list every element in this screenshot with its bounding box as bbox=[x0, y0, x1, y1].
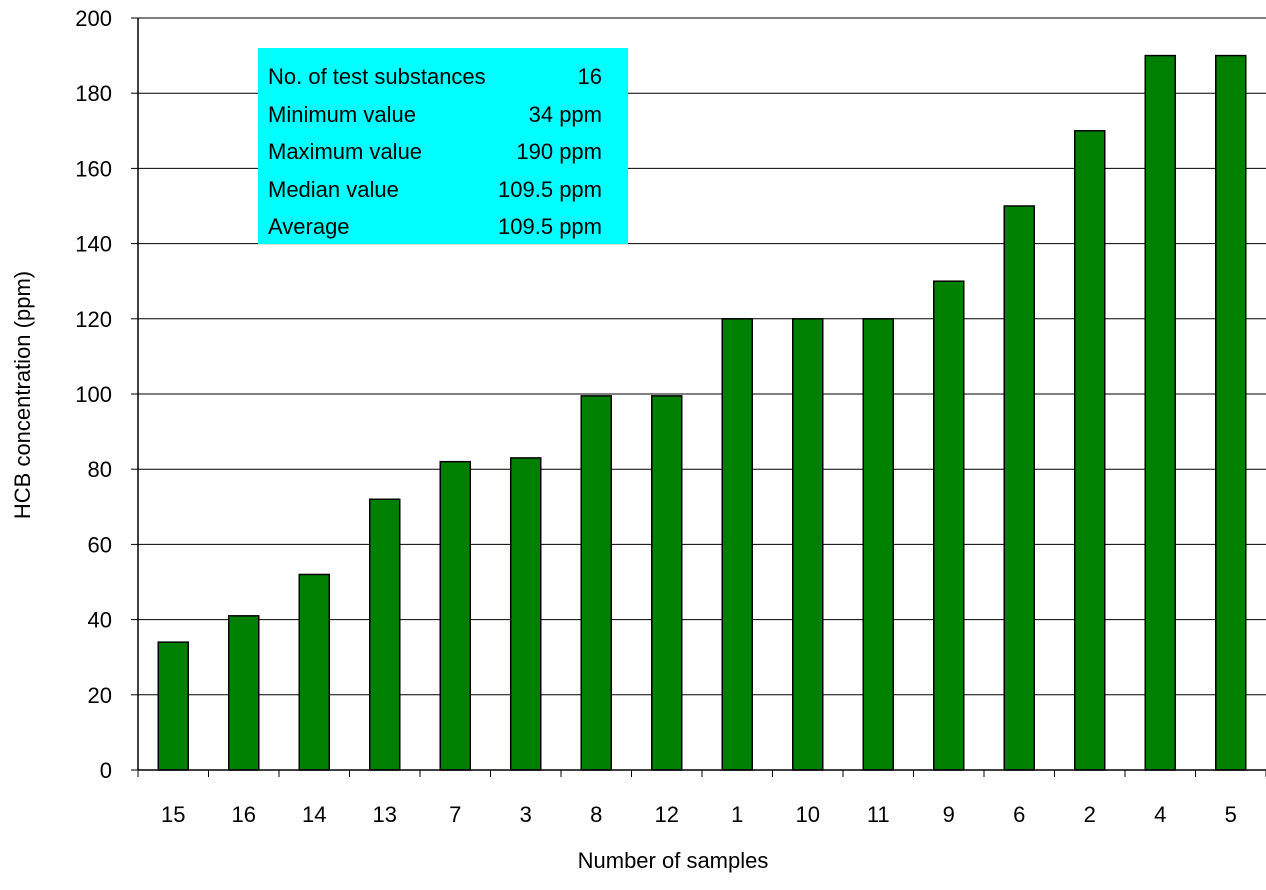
x-tick-label: 6 bbox=[1013, 802, 1025, 827]
stats-row: Minimum value 34 ppm bbox=[268, 96, 602, 134]
x-tick-label: 4 bbox=[1154, 802, 1166, 827]
stats-row: Maximum value 190 ppm bbox=[268, 133, 602, 171]
x-tick-label: 16 bbox=[232, 802, 256, 827]
stats-row: No. of test substances 16 bbox=[268, 58, 602, 96]
bar bbox=[792, 318, 824, 771]
bar bbox=[862, 318, 894, 771]
stats-label: Maximum value bbox=[268, 139, 423, 164]
bar bbox=[1074, 130, 1106, 771]
stats-value: 190 ppm bbox=[516, 139, 602, 164]
x-axis-title: Number of samples bbox=[578, 848, 769, 873]
stats-value: 109.5 ppm bbox=[498, 214, 602, 239]
stats-value: 109.5 ppm bbox=[498, 176, 602, 202]
stats-label: Median value bbox=[268, 176, 399, 202]
x-tick-label: 13 bbox=[373, 802, 397, 827]
stats-label: Average bbox=[268, 214, 350, 239]
y-tick-label: 140 bbox=[75, 232, 112, 257]
axes bbox=[131, 17, 1266, 777]
stats-row: Median value 109.5 ppm bbox=[268, 171, 602, 209]
x-tick-label: 3 bbox=[520, 802, 532, 827]
y-tick-label: 200 bbox=[75, 6, 112, 31]
y-tick-label: 180 bbox=[75, 81, 112, 106]
x-tick-label: 7 bbox=[449, 802, 461, 827]
bar bbox=[1215, 54, 1247, 771]
bar bbox=[228, 615, 260, 771]
bar bbox=[1144, 54, 1176, 771]
y-tick-label: 160 bbox=[75, 156, 112, 181]
bar bbox=[933, 280, 965, 771]
x-tick-label: 12 bbox=[655, 802, 679, 827]
stats-label: Minimum value bbox=[268, 101, 416, 127]
x-tick-label: 10 bbox=[796, 802, 820, 827]
x-tick-label: 8 bbox=[590, 802, 602, 827]
y-tick-label: 60 bbox=[88, 532, 112, 557]
stats-value: 34 ppm bbox=[528, 101, 602, 127]
x-tick-label: 2 bbox=[1084, 802, 1096, 827]
x-tick-label: 15 bbox=[161, 802, 185, 827]
stats-label: No. of test substances bbox=[268, 64, 486, 89]
stats-value: 16 bbox=[577, 64, 602, 89]
bar bbox=[580, 395, 612, 771]
y-tick-label: 100 bbox=[75, 382, 112, 407]
y-tick-label: 120 bbox=[75, 307, 112, 332]
x-tick-label: 14 bbox=[302, 802, 326, 827]
bar bbox=[298, 573, 330, 771]
stats-row: Average 109.5 ppm bbox=[268, 208, 602, 246]
y-tick-label: 0 bbox=[100, 758, 112, 783]
bar bbox=[721, 318, 753, 771]
x-tick-label: 1 bbox=[731, 802, 743, 827]
y-tick-label: 80 bbox=[88, 457, 112, 482]
x-tick-label: 9 bbox=[943, 802, 955, 827]
bar bbox=[369, 498, 401, 771]
summary-stats-box: No. of test substances 16 Minimum value … bbox=[258, 48, 628, 244]
x-tick-label: 11 bbox=[867, 802, 890, 827]
x-tick-label: 5 bbox=[1225, 802, 1237, 827]
bar bbox=[439, 460, 471, 771]
bar bbox=[651, 395, 683, 771]
y-axis-title: HCB concentration (ppm) bbox=[10, 271, 35, 519]
y-tick-label: 20 bbox=[88, 683, 112, 708]
bar bbox=[1003, 205, 1035, 771]
bar bbox=[510, 457, 542, 771]
bar bbox=[157, 641, 189, 771]
y-tick-label: 40 bbox=[88, 608, 112, 633]
